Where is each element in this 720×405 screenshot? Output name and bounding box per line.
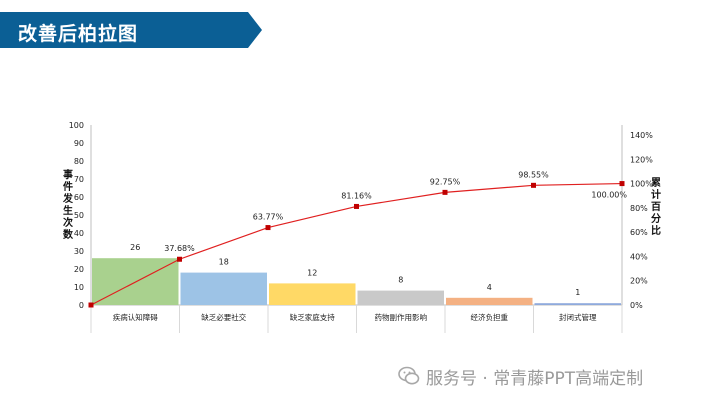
y-tick-label: 90 <box>74 139 84 148</box>
y2-tick-label: 120% <box>630 155 653 164</box>
y-tick-label: 100 <box>69 121 84 130</box>
cumulative-label: 37.68% <box>164 244 195 253</box>
x-tick-label: 缺乏必要社交 <box>201 312 246 322</box>
bar-value-label: 4 <box>487 283 492 292</box>
bar-value-label: 1 <box>575 288 580 297</box>
cumulative-point <box>442 189 448 195</box>
y-tick-label: 0 <box>79 301 84 310</box>
bar-value-label: 18 <box>219 258 229 267</box>
x-tick-label: 药物副作用影响 <box>375 312 428 322</box>
y-tick-label: 60 <box>74 193 84 202</box>
title-banner: 改善后柏拉图 <box>0 12 262 48</box>
wechat-icon <box>398 366 420 385</box>
y-tick-label: 50 <box>74 211 84 220</box>
y2-axis-title: 累计百分比 <box>651 178 661 237</box>
cumulative-point <box>177 256 182 262</box>
cumulative-point <box>88 302 94 308</box>
y2-tick-label: 140% <box>630 131 653 140</box>
x-tick-label: 封闭式管理 <box>559 312 597 322</box>
bar-value-label: 26 <box>130 243 140 252</box>
y-tick-label: 80 <box>74 157 84 166</box>
watermark: 服务号 · 常青藤PPT高端定制 <box>398 364 644 389</box>
cumulative-label: 92.75% <box>430 177 461 186</box>
y2-tick-label: 40% <box>630 252 648 261</box>
cumulative-point <box>531 182 536 188</box>
y-axis-title: 事件发生次数 <box>63 170 73 241</box>
cumulative-point <box>354 203 359 209</box>
cumulative-label: 98.55% <box>518 170 549 179</box>
cumulative-label: 63.77% <box>253 213 284 222</box>
y2-tick-label: 80% <box>630 204 648 213</box>
bar <box>357 290 444 305</box>
page-title: 改善后柏拉图 <box>18 23 139 45</box>
watermark-text: 服务号 · 常青藤PPT高端定制 <box>426 368 644 389</box>
cumulative-point <box>619 181 625 187</box>
x-tick-label: 经济负担重 <box>471 312 509 322</box>
bar <box>446 297 533 305</box>
cumulative-point <box>265 225 271 231</box>
bar <box>269 283 356 305</box>
y-tick-label: 40 <box>74 229 84 238</box>
x-tick-label: 缺乏家庭支持 <box>290 312 335 322</box>
y-tick-label: 70 <box>74 175 84 184</box>
y-tick-label: 10 <box>74 283 84 292</box>
cumulative-label: 81.16% <box>341 191 372 200</box>
y-tick-label: 30 <box>74 247 84 256</box>
y2-tick-label: 0% <box>630 301 643 310</box>
bar <box>180 272 267 305</box>
bar-value-label: 12 <box>307 268 317 277</box>
y2-tick-label: 60% <box>630 228 648 237</box>
x-tick-label: 疾病认知障碍 <box>113 312 158 322</box>
bar <box>534 303 621 305</box>
y2-tick-label: 20% <box>630 277 648 286</box>
y2-tick-label: 100% <box>630 180 653 189</box>
bar-value-label: 8 <box>398 276 403 285</box>
y-tick-label: 20 <box>74 265 84 274</box>
cumulative-label: 100.00% <box>591 191 627 200</box>
